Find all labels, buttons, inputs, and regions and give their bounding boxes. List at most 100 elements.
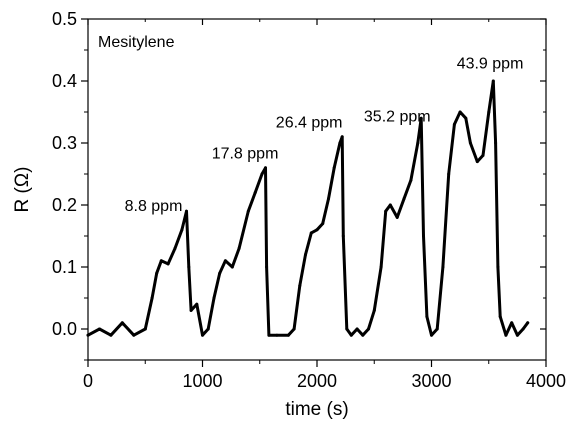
data-point bbox=[201, 333, 204, 337]
concentration-annotation: 17.8 ppm bbox=[212, 146, 279, 163]
x-tick-label: 0 bbox=[83, 371, 93, 391]
data-point bbox=[159, 259, 163, 263]
data-point bbox=[206, 327, 210, 331]
data-point bbox=[230, 265, 234, 269]
data-point bbox=[441, 265, 445, 269]
data-point bbox=[195, 302, 199, 306]
data-point bbox=[504, 333, 508, 337]
data-point bbox=[409, 178, 413, 182]
data-point bbox=[98, 327, 101, 331]
data-point bbox=[109, 333, 113, 337]
data-point bbox=[379, 265, 383, 269]
x-axis-label: time (s) bbox=[285, 399, 348, 420]
data-point bbox=[173, 246, 177, 250]
data-point bbox=[419, 116, 423, 120]
y-tick-label: 0.2 bbox=[52, 195, 77, 215]
data-point bbox=[361, 333, 365, 337]
data-point bbox=[120, 321, 124, 325]
data-point bbox=[422, 234, 425, 238]
data-point bbox=[187, 265, 191, 269]
x-tick-label: 3000 bbox=[411, 371, 451, 391]
data-point bbox=[340, 135, 344, 139]
data-point bbox=[510, 321, 514, 325]
x-tick-label: 1000 bbox=[182, 371, 222, 391]
x-tick-label: 2000 bbox=[297, 371, 337, 391]
data-point bbox=[349, 333, 353, 337]
annotations: 8.8 ppm 17.8 ppm 26.4 ppm 35.2 ppm 43.9 ppm bbox=[125, 56, 524, 216]
data-point bbox=[267, 333, 271, 337]
data-point bbox=[526, 321, 530, 325]
data-point bbox=[430, 333, 433, 337]
y-tick-label: 0.1 bbox=[52, 257, 77, 277]
data-point bbox=[452, 122, 456, 126]
data-point bbox=[355, 327, 359, 331]
data-point bbox=[260, 172, 264, 176]
data-point bbox=[515, 333, 519, 337]
data-point bbox=[464, 116, 468, 120]
data-point bbox=[304, 253, 307, 257]
data-point bbox=[143, 327, 147, 331]
data-point bbox=[425, 315, 429, 319]
data-point bbox=[521, 327, 525, 331]
data-point bbox=[341, 234, 345, 238]
data-point bbox=[367, 327, 370, 331]
series-line-0 bbox=[86, 79, 530, 337]
y-tick-label: 0.5 bbox=[52, 9, 77, 29]
data-point bbox=[416, 141, 420, 145]
data-point bbox=[264, 166, 267, 170]
data-point bbox=[475, 160, 479, 164]
data-point bbox=[265, 265, 269, 269]
x-axis: 0 1000 2000 3000 4000 bbox=[83, 19, 566, 391]
data-point bbox=[253, 191, 257, 195]
data-point bbox=[458, 110, 462, 114]
y-axis: 0.0 0.1 0.2 0.3 0.4 0.5 bbox=[52, 9, 546, 361]
data-point bbox=[491, 79, 495, 83]
data-point bbox=[338, 141, 342, 145]
data-point bbox=[481, 153, 485, 157]
data-point bbox=[286, 333, 290, 337]
concentration-annotation: 26.4 ppm bbox=[276, 115, 343, 132]
data-point bbox=[237, 246, 241, 250]
data-point bbox=[468, 141, 472, 145]
data-point bbox=[275, 333, 279, 337]
data-point bbox=[132, 333, 136, 337]
data-point bbox=[435, 327, 439, 331]
data-point bbox=[402, 197, 406, 201]
data-point bbox=[332, 166, 336, 170]
inset-label: Mesitylene bbox=[98, 34, 175, 51]
concentration-annotation: 43.9 ppm bbox=[457, 56, 524, 73]
data-point bbox=[155, 271, 159, 275]
data-point bbox=[180, 228, 184, 232]
concentration-annotation: 8.8 ppm bbox=[125, 198, 183, 215]
data-point bbox=[166, 262, 170, 266]
data-point bbox=[494, 141, 498, 145]
y-tick-label: 0.0 bbox=[52, 319, 77, 339]
data-point bbox=[212, 296, 216, 300]
data-point bbox=[372, 308, 376, 312]
data-point bbox=[218, 271, 222, 275]
data-point bbox=[487, 110, 491, 114]
data-point bbox=[388, 203, 392, 207]
data-point bbox=[150, 296, 154, 300]
data-point bbox=[384, 209, 388, 213]
data-point bbox=[345, 327, 349, 331]
concentration-annotation: 35.2 ppm bbox=[364, 108, 431, 125]
data-point bbox=[327, 197, 330, 201]
plot-content bbox=[86, 79, 530, 337]
data-point bbox=[189, 308, 193, 312]
data-point bbox=[223, 259, 227, 263]
data-point bbox=[246, 209, 250, 213]
y-tick-label: 0.3 bbox=[52, 133, 77, 153]
data-point bbox=[185, 209, 188, 213]
data-point bbox=[315, 228, 319, 232]
data-point bbox=[321, 222, 325, 226]
y-axis-label: R (Ω) bbox=[12, 167, 33, 213]
y-tick-label: 0.4 bbox=[52, 71, 77, 91]
data-point bbox=[447, 172, 451, 176]
data-point bbox=[395, 215, 399, 219]
data-point bbox=[298, 284, 302, 288]
x-tick-label: 4000 bbox=[526, 371, 566, 391]
data-point bbox=[498, 315, 502, 319]
data-point bbox=[309, 231, 313, 235]
